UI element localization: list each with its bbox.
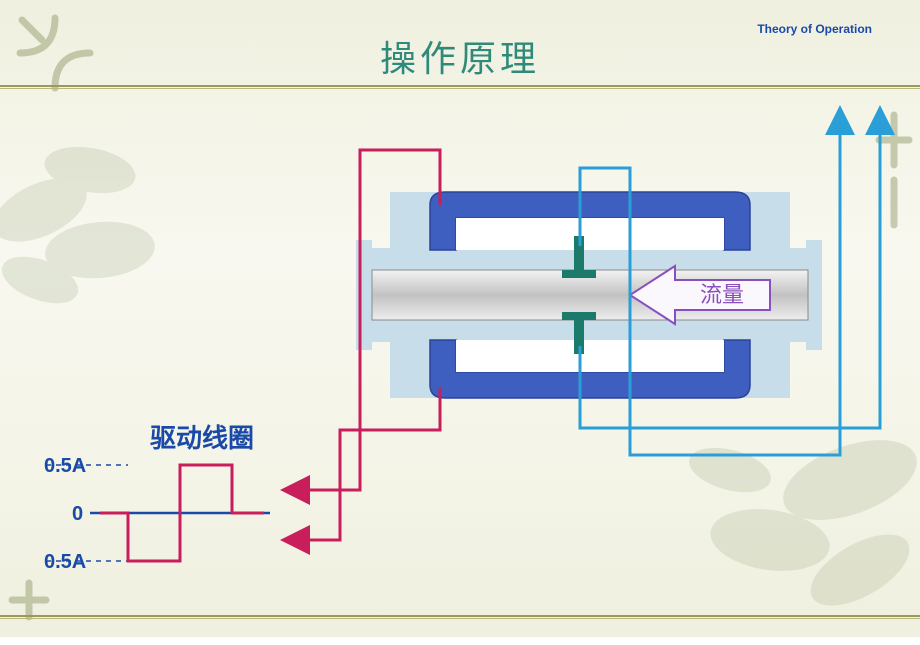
drive-coil-label: 驱动线圈 [150,418,254,455]
drive-tick-upper: 0.5A [44,455,86,477]
drive-tick-lower: 0.5A [44,551,86,573]
flowmeter-diagram: 流量 0.5A 0 0.5A [0,0,920,637]
drive-tick-zero: 0 [72,503,83,525]
flow-arrow-label: 流量 [700,282,744,307]
